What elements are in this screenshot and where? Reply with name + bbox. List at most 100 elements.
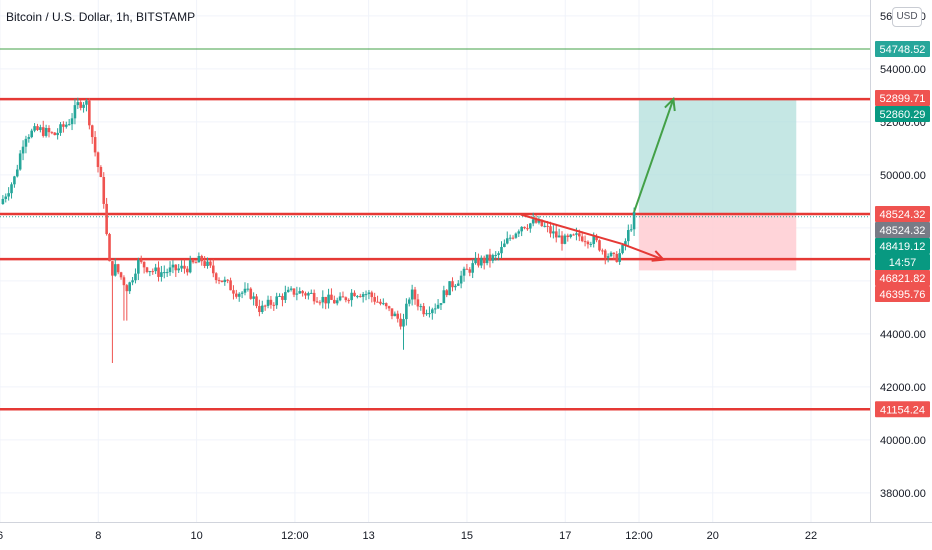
candle-body bbox=[454, 285, 457, 288]
price-label-46821.82[interactable] bbox=[875, 269, 930, 286]
profit-zone bbox=[638, 99, 797, 214]
price-label-52899.71[interactable] bbox=[875, 90, 930, 107]
candle-body bbox=[341, 296, 345, 298]
candle-body bbox=[526, 228, 529, 230]
trendline[interactable] bbox=[520, 213, 623, 245]
candle-body bbox=[327, 294, 330, 304]
time-tick-label: 22 bbox=[805, 530, 817, 542]
time-tick-label: 17 bbox=[559, 530, 571, 542]
candle-body bbox=[220, 280, 224, 283]
candle-body bbox=[367, 292, 371, 295]
candle-body bbox=[116, 264, 120, 273]
candle-body bbox=[448, 281, 451, 296]
price-label-14:57[interactable] bbox=[875, 253, 930, 270]
forecast-arrow-green[interactable] bbox=[633, 98, 675, 213]
candle-body bbox=[266, 299, 270, 306]
candle-body bbox=[410, 289, 414, 300]
currency-button[interactable]: USD bbox=[892, 7, 922, 27]
candle-body bbox=[286, 289, 290, 293]
candle-body bbox=[85, 100, 88, 105]
candle-body bbox=[142, 261, 146, 268]
horizontal-levels[interactable] bbox=[0, 48, 870, 411]
candle-body bbox=[356, 296, 359, 298]
candle-body bbox=[15, 169, 19, 177]
candle-body bbox=[18, 153, 22, 170]
candle-body bbox=[298, 291, 302, 294]
price-axis[interactable]: 56000.0054000.0052000.0050000.0048000.00… bbox=[870, 0, 931, 522]
price-label-48524.32[interactable] bbox=[875, 205, 930, 222]
candle-body bbox=[624, 241, 627, 245]
chart-title: Bitcoin / U.S. Dollar, 1h, BITSTAMP bbox=[6, 10, 196, 24]
candle-body bbox=[393, 313, 397, 317]
candle-body bbox=[324, 296, 327, 304]
candle-body bbox=[560, 235, 564, 244]
candle-body bbox=[382, 303, 385, 305]
candle-body bbox=[621, 244, 624, 254]
candle-body bbox=[188, 260, 192, 273]
candle-body bbox=[200, 255, 204, 262]
time-tick-label: 10 bbox=[190, 530, 202, 542]
candle-body bbox=[165, 272, 169, 274]
candle-body bbox=[56, 132, 59, 136]
candle-body bbox=[263, 305, 267, 307]
candle-body bbox=[569, 234, 572, 238]
candle-body bbox=[338, 296, 342, 301]
time-tick-label: 12:00 bbox=[281, 530, 309, 542]
candle-body bbox=[595, 236, 598, 241]
candle-body bbox=[206, 261, 209, 266]
loss-zone bbox=[638, 213, 797, 271]
candle-body bbox=[246, 288, 250, 290]
candle-body bbox=[321, 296, 325, 303]
candle-body bbox=[480, 257, 483, 266]
candle-body bbox=[128, 282, 131, 292]
price-label-46395.76[interactable] bbox=[875, 285, 930, 302]
candlesticks bbox=[1, 97, 636, 364]
candle-body bbox=[376, 301, 379, 303]
candle-body bbox=[108, 234, 111, 262]
candle-body bbox=[223, 279, 227, 283]
candle-body bbox=[307, 293, 310, 296]
candle-body bbox=[119, 272, 123, 278]
candle-body bbox=[151, 271, 155, 273]
candle-body bbox=[13, 176, 16, 185]
candle-body bbox=[240, 292, 244, 294]
candle-body bbox=[39, 127, 42, 130]
candle-body bbox=[387, 306, 391, 309]
candle-body bbox=[148, 271, 152, 273]
time-tick-label: 12:00 bbox=[625, 530, 653, 542]
candle-body bbox=[272, 304, 276, 306]
candle-body bbox=[260, 305, 264, 313]
candle-body bbox=[428, 313, 431, 315]
price-tick-label: 50000.00 bbox=[880, 170, 926, 182]
candle-body bbox=[603, 250, 607, 258]
price-label-52860.29[interactable] bbox=[875, 106, 930, 123]
candle-body bbox=[606, 256, 610, 258]
candle-body bbox=[211, 265, 215, 274]
candle-body bbox=[557, 235, 561, 238]
candle-body bbox=[459, 275, 463, 284]
candle-body bbox=[76, 102, 80, 106]
candle-body bbox=[494, 254, 498, 256]
price-label-48419.12[interactable] bbox=[875, 237, 930, 254]
candle-body bbox=[615, 254, 619, 262]
candle-body bbox=[10, 184, 13, 194]
price-label-41154.24[interactable] bbox=[875, 401, 930, 418]
candle-body bbox=[531, 219, 535, 224]
candle-body bbox=[82, 104, 85, 108]
candle-body bbox=[318, 302, 322, 304]
candle-body bbox=[583, 241, 587, 243]
candle-body bbox=[364, 294, 368, 296]
price-label-48524.32[interactable] bbox=[875, 221, 930, 238]
price-label-54748.52[interactable] bbox=[875, 41, 930, 58]
time-axis[interactable]: 6 8 10 12:00 13 15 17 12:00 20 22 bbox=[0, 522, 932, 543]
candle-body bbox=[281, 295, 284, 300]
price-label-text: 52860.29 bbox=[880, 109, 926, 121]
candle-body bbox=[442, 290, 446, 304]
candle-body bbox=[511, 237, 515, 239]
candle-body bbox=[578, 233, 581, 237]
candle-body bbox=[554, 231, 558, 238]
forecast-arrow-red[interactable] bbox=[621, 242, 664, 261]
candle-body bbox=[402, 319, 405, 327]
drawings[interactable] bbox=[520, 96, 676, 262]
